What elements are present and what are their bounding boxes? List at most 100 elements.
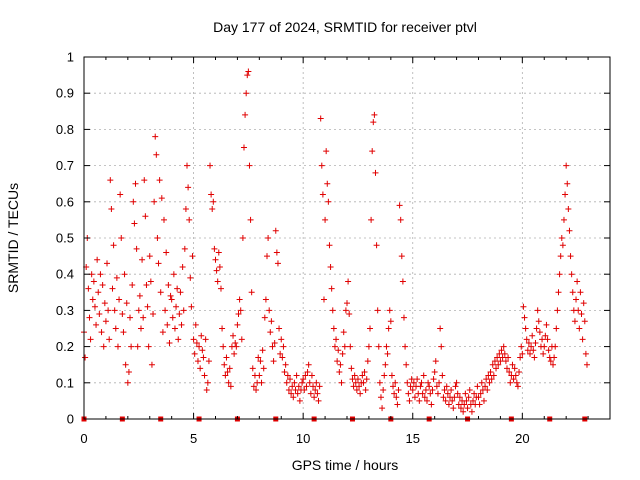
data-point — [410, 379, 417, 386]
data-point — [133, 245, 140, 252]
y-tick-label: 0.9 — [56, 86, 74, 101]
data-point — [403, 361, 410, 368]
data-point — [130, 198, 137, 205]
data-point — [100, 343, 107, 350]
data-point — [373, 242, 380, 249]
data-point — [300, 376, 307, 383]
data-point — [536, 329, 543, 336]
data-point — [478, 379, 485, 386]
data-point — [430, 376, 437, 383]
data-point — [310, 383, 317, 390]
data-point — [523, 336, 530, 343]
data-point — [284, 372, 291, 379]
data-point — [374, 307, 381, 314]
data-point — [108, 206, 115, 213]
data-point — [351, 372, 358, 379]
data-point — [482, 383, 489, 390]
data-point — [217, 285, 224, 292]
data-point — [157, 289, 164, 296]
data-point — [468, 408, 475, 415]
data-point — [253, 387, 260, 394]
data-point — [379, 405, 386, 412]
data-point — [280, 343, 287, 350]
data-point — [391, 390, 398, 397]
data-point — [408, 376, 415, 383]
data-point — [86, 314, 93, 321]
data-point — [426, 383, 433, 390]
data-point — [553, 325, 560, 332]
data-point — [224, 368, 231, 375]
data-point — [421, 394, 428, 401]
data-point — [361, 368, 368, 375]
x-tick-label: 10 — [296, 431, 310, 446]
data-point — [493, 365, 500, 372]
data-point — [474, 383, 481, 390]
data-point — [381, 372, 388, 379]
data-point — [344, 300, 350, 307]
data-point — [568, 271, 575, 278]
data-point — [184, 162, 191, 169]
data-point — [433, 383, 440, 390]
data-point — [513, 379, 520, 386]
data-point — [444, 390, 451, 397]
y-tick-label: 1 — [67, 50, 74, 65]
data-point — [483, 376, 490, 383]
data-point — [147, 278, 154, 285]
data-point — [276, 325, 283, 332]
data-point — [140, 314, 147, 321]
data-point — [261, 314, 268, 321]
data-point — [323, 148, 330, 155]
data-point — [475, 394, 482, 401]
data-point — [377, 394, 384, 401]
data-point — [245, 68, 252, 75]
data-point — [400, 314, 407, 321]
data-point — [339, 350, 346, 357]
data-point — [94, 256, 101, 263]
data-point — [341, 343, 348, 350]
data-point — [470, 397, 477, 404]
data-point — [580, 300, 587, 307]
ticks-layer: 00.10.20.30.40.50.60.70.80.910 5 10 15 20 — [56, 50, 610, 446]
data-point — [540, 350, 547, 357]
data-point — [573, 296, 580, 303]
data-point — [576, 325, 583, 332]
data-point — [396, 202, 403, 209]
data-point — [107, 177, 114, 184]
y-tick-label: 0.4 — [56, 267, 74, 282]
data-point — [192, 321, 199, 328]
data-point — [582, 350, 589, 357]
data-point — [169, 314, 176, 321]
data-point — [135, 307, 142, 314]
data-point — [87, 336, 94, 343]
data-point — [352, 379, 359, 386]
data-point — [293, 372, 300, 379]
data-point — [97, 271, 104, 278]
data-point — [110, 242, 117, 249]
data-point — [331, 343, 338, 350]
data-point — [560, 216, 567, 223]
data-point — [486, 379, 493, 386]
data-point — [105, 307, 112, 314]
data-point — [235, 311, 242, 318]
data-point — [216, 263, 223, 270]
data-point — [264, 253, 271, 260]
data-point — [282, 361, 289, 368]
data-point — [494, 354, 501, 361]
data-point — [181, 245, 188, 252]
data-point — [555, 289, 562, 296]
data-point — [541, 343, 548, 350]
data-point — [202, 336, 209, 343]
data-point — [337, 361, 344, 368]
data-point — [451, 394, 458, 401]
data-point — [240, 144, 247, 151]
data-point — [354, 376, 361, 383]
data-point — [419, 390, 426, 397]
data-point — [360, 379, 367, 386]
data-point — [471, 390, 478, 397]
y-tick-label: 0.5 — [56, 231, 74, 246]
data-point — [386, 307, 393, 314]
data-point — [445, 401, 452, 408]
data-point — [514, 383, 521, 390]
data-point — [525, 339, 532, 346]
data-point — [234, 321, 241, 328]
